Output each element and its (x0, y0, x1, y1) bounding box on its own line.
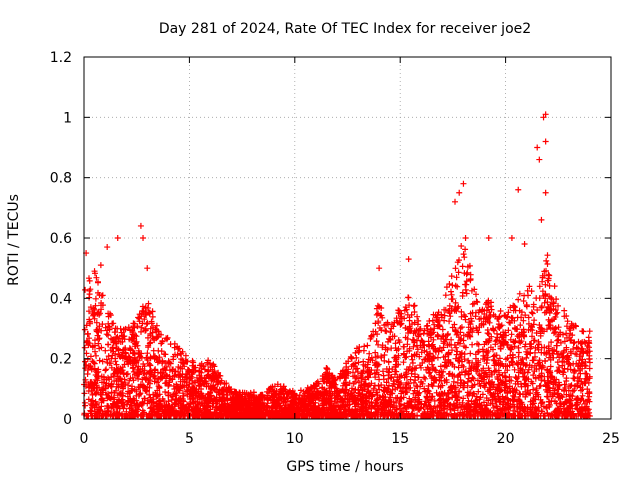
roti-peak-point (114, 235, 121, 241)
y-tick-label: 0.8 (50, 171, 72, 187)
roti-peak-point (405, 256, 412, 263)
roti-peak-point (104, 244, 111, 251)
roti-peak-point (91, 268, 98, 275)
roti-point-cloud (81, 243, 593, 419)
roti-peak-point (137, 222, 144, 229)
y-tick-label: 0.4 (50, 291, 72, 307)
roti-peak-point (542, 138, 549, 145)
roti-peak-point (508, 235, 515, 241)
y-tick-label: 1.2 (50, 50, 72, 66)
x-tick-label: 10 (286, 431, 304, 447)
y-tick-label: 0.2 (50, 352, 72, 368)
roti-peak-point (536, 156, 543, 163)
grid-lines (84, 57, 611, 419)
roti-peak-point (521, 241, 528, 248)
y-tick-label: 1 (63, 110, 72, 126)
x-tick-label: 0 (80, 431, 89, 447)
roti-peak-point (144, 265, 151, 272)
roti-peak-point (140, 235, 147, 241)
y-tick-label: 0.6 (50, 231, 72, 247)
chart-title: Day 281 of 2024, Rate Of TEC Index for r… (159, 21, 531, 37)
y-axis-label: ROTI / TECUs (6, 194, 22, 286)
x-axis-label: GPS time / hours (286, 459, 403, 475)
roti-peak-point (485, 235, 492, 241)
roti-peak-point (542, 111, 549, 118)
roti-peak-point (538, 216, 545, 223)
x-tick-label: 25 (602, 431, 620, 447)
roti-peak-point (452, 198, 459, 205)
roti-peak-point (462, 235, 469, 241)
roti-peak-point (460, 180, 467, 187)
y-tick-label: 0 (63, 412, 72, 428)
roti-peak-point (534, 144, 541, 151)
roti-peak-point (97, 262, 104, 269)
axis-ticks (83, 56, 612, 420)
x-tick-label: 20 (497, 431, 515, 447)
roti-peak-point (515, 186, 522, 193)
data-points (81, 111, 593, 419)
x-tick-label: 5 (185, 431, 194, 447)
roti-peak-point (376, 265, 383, 272)
x-tick-label: 15 (391, 431, 409, 447)
roti-peak-point (542, 189, 549, 196)
tick-labels: 0 5 10 15 20 25 0 0.2 0.4 0.6 0.8 1 1.2 (50, 50, 620, 447)
roti-peak-point (456, 189, 463, 196)
roti-peak-point (540, 114, 547, 121)
